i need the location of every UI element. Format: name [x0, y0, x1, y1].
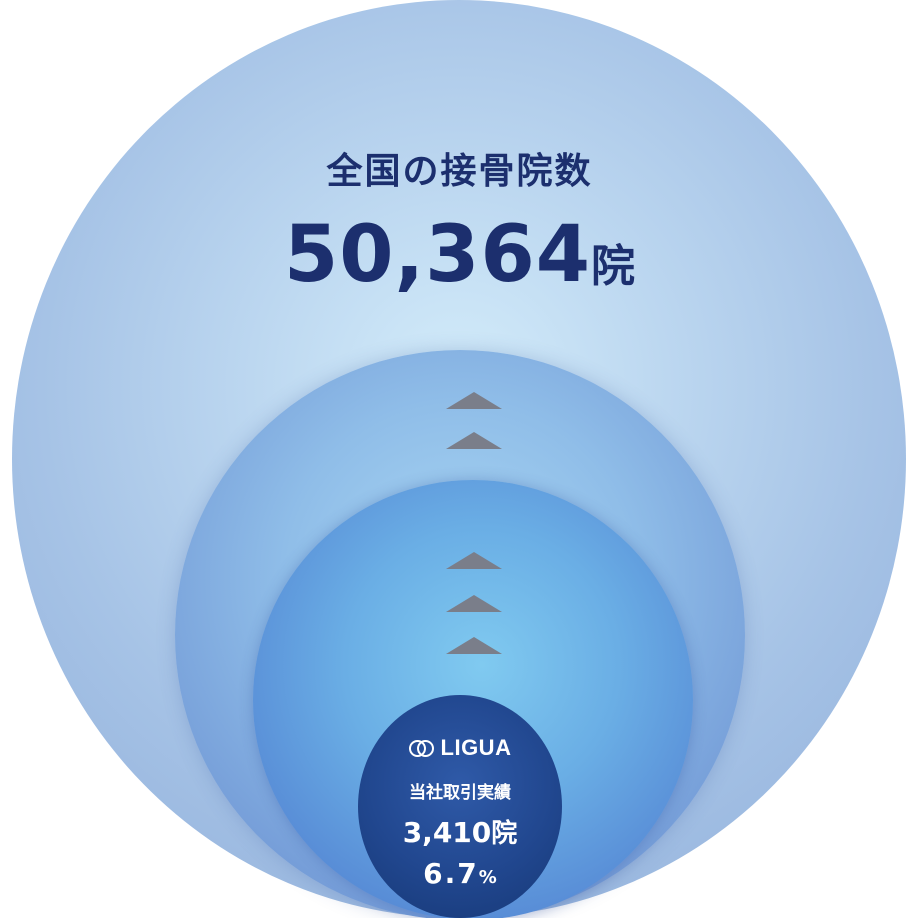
company-clinic-count-value: 3,410 — [402, 816, 492, 849]
diagram-title: 全国の接骨院数 — [326, 151, 593, 192]
company-clinic-count-unit: 院 — [491, 819, 518, 849]
company-clinic-count: 3,410院 — [358, 813, 562, 850]
total-clinics-unit: 院 — [591, 241, 635, 292]
up-arrow-icon — [446, 552, 502, 569]
brand-name: LIGUA — [440, 735, 512, 760]
up-arrow-icon — [446, 637, 502, 654]
double-ring-logo-icon — [408, 740, 435, 757]
core-circle-company — [358, 695, 562, 918]
company-track-record-label: 当社取引実績 — [409, 783, 511, 803]
total-clinics-figure: 50,364院 — [0, 210, 919, 300]
up-arrow-icon — [446, 432, 502, 449]
brand-logo: LIGUA — [358, 735, 562, 761]
company-share-percent-unit: % — [478, 867, 497, 888]
company-share-percent: 6.7% — [358, 857, 562, 890]
up-arrow-icon — [446, 595, 502, 612]
up-arrow-icon — [446, 392, 502, 409]
company-share-percent-value: 6.7 — [423, 857, 479, 890]
total-clinics-value: 50,364 — [284, 210, 591, 300]
